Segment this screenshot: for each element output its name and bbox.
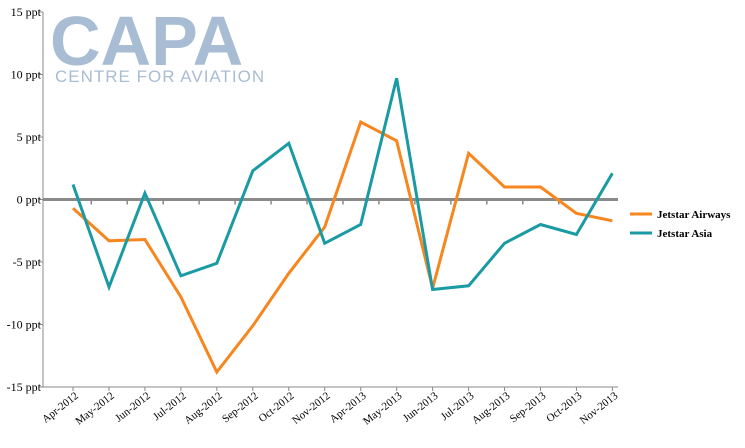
watermark-logo-text: CAPA xyxy=(50,2,243,80)
y-tick-label: 0 ppt xyxy=(17,193,42,207)
legend-label-jetstar-airways: Jetstar Airways xyxy=(657,209,731,221)
legend-label-jetstar-asia: Jetstar Asia xyxy=(657,228,713,240)
watermark-subtitle: CENTRE FOR AVIATION xyxy=(55,67,265,86)
y-tick-label: 5 ppt xyxy=(17,130,42,144)
x-tick-label: May-2012 xyxy=(73,390,117,428)
x-tick-label: Jun-2012 xyxy=(113,390,153,425)
x-tick-label: Sep-2013 xyxy=(508,390,549,426)
legend: Jetstar Airways Jetstar Asia xyxy=(630,209,731,240)
capa-watermark-logo: CAPA CENTRE FOR AVIATION xyxy=(50,2,265,86)
x-tick-label: Jun-2013 xyxy=(401,390,441,425)
y-axis-ticks: -15 ppt -10 ppt -5 ppt 0 ppt 5 ppt 10 ppt 15 p… xyxy=(7,5,43,394)
y-tick-label: -15 ppt xyxy=(7,380,42,394)
x-tick-label: Sep-2012 xyxy=(220,390,261,425)
x-tick-label: Aug-2012 xyxy=(182,390,225,427)
series-lines xyxy=(71,77,614,375)
x-tick-label: Nov-2012 xyxy=(290,390,333,427)
y-tick-label: -10 ppt xyxy=(7,318,42,332)
y-tick-label: 15 ppt xyxy=(11,5,42,19)
x-tick-label: May-2013 xyxy=(361,390,405,428)
series-line-jetstar-airways xyxy=(71,119,613,375)
y-tick-label: 10 ppt xyxy=(11,68,42,82)
zero-baseline xyxy=(43,198,618,205)
x-tick-label: Aug-2013 xyxy=(470,390,513,427)
x-axis-ticks: Apr-2012May-2012Jun-2012Jul-2012Aug-2012… xyxy=(40,387,621,428)
y-tick-label: -5 ppt xyxy=(13,255,42,269)
series-line-jetstar-asia xyxy=(71,77,614,292)
x-tick-label: Nov-2013 xyxy=(578,390,621,427)
